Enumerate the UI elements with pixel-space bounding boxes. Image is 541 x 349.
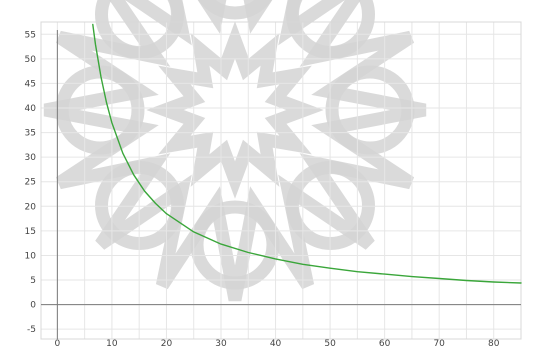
x-tick-label: 10 bbox=[106, 339, 118, 349]
watermark-ring bbox=[190, 200, 280, 290]
watermark-ring bbox=[325, 65, 415, 155]
x-tick-label: 0 bbox=[54, 339, 60, 349]
x-tick-label: 60 bbox=[379, 339, 391, 349]
y-tick-label: 50 bbox=[25, 55, 37, 65]
series-group bbox=[92, 23, 522, 284]
y-tick-label: 25 bbox=[25, 178, 36, 188]
series-line bbox=[92, 23, 522, 284]
y-tick-label: 5 bbox=[30, 276, 36, 286]
plot-frame bbox=[40, 21, 522, 340]
y-tick-label: -5 bbox=[27, 325, 36, 335]
y-tick-label: 0 bbox=[30, 301, 36, 311]
y-axis-ticks: -5 0 5 10 15 20 25 30 35 40 45 50 55 bbox=[25, 30, 37, 335]
x-tick-label: 20 bbox=[161, 339, 173, 349]
y-tick-label: 45 bbox=[25, 79, 36, 89]
y-tick-label: 10 bbox=[25, 251, 37, 261]
y-tick-label: 20 bbox=[25, 202, 37, 212]
axes bbox=[41, 30, 521, 339]
x-tick-label: 70 bbox=[433, 339, 445, 349]
y-tick-label: 30 bbox=[25, 153, 37, 163]
watermark-ring bbox=[198, 0, 272, 20]
y-tick-label: 35 bbox=[25, 129, 36, 139]
x-tick-label: 40 bbox=[270, 339, 282, 349]
x-tick-label: 30 bbox=[215, 339, 227, 349]
y-tick-label: 40 bbox=[25, 104, 37, 114]
watermark-star-inner bbox=[146, 21, 324, 199]
y-tick-label: 55 bbox=[25, 30, 36, 40]
x-tick-label: 80 bbox=[488, 339, 500, 349]
x-axis-ticks: 0 10 20 30 40 50 60 70 80 bbox=[54, 339, 499, 349]
y-tick-label: 15 bbox=[25, 227, 36, 237]
x-tick-label: 50 bbox=[324, 339, 336, 349]
